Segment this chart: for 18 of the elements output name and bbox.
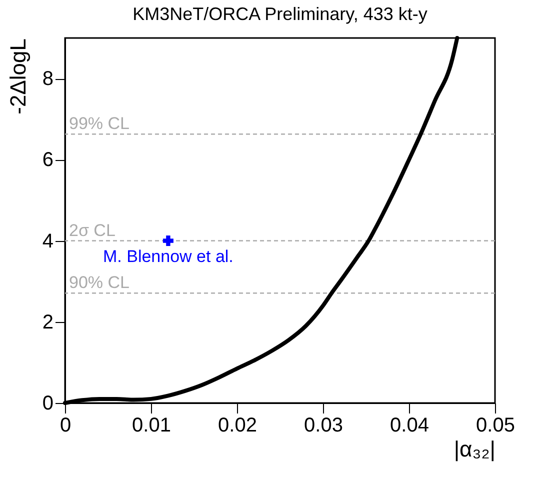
chart-title: KM3NeT/ORCA Preliminary, 433 kt-y: [132, 4, 428, 24]
y-tick-label: 2: [42, 311, 54, 334]
series-label: M. Blennow et al.: [102, 246, 234, 266]
y-tick-label: 6: [42, 149, 54, 172]
ref-line-label: 99% CL: [69, 114, 130, 134]
ref-line-label: 90% CL: [69, 273, 130, 292]
ref-line-label: 2σ CL: [69, 220, 116, 240]
x-tick-label: 0.05: [476, 414, 515, 436]
y-tick-label: 0: [42, 392, 54, 414]
x-tick-label: 0.02: [218, 414, 257, 436]
y-axis-title: -2ΔlogL: [5, 38, 30, 114]
x-tick-label: 0: [60, 414, 72, 436]
x-tick-label: 0.03: [304, 414, 343, 436]
y-tick-label: 4: [42, 230, 54, 252]
y-tick-label: 8: [42, 68, 54, 90]
x-tick-label: 0.01: [132, 414, 171, 436]
x-tick-label: 0.04: [390, 414, 429, 436]
x-axis-title: |α₃₂|: [454, 436, 496, 462]
